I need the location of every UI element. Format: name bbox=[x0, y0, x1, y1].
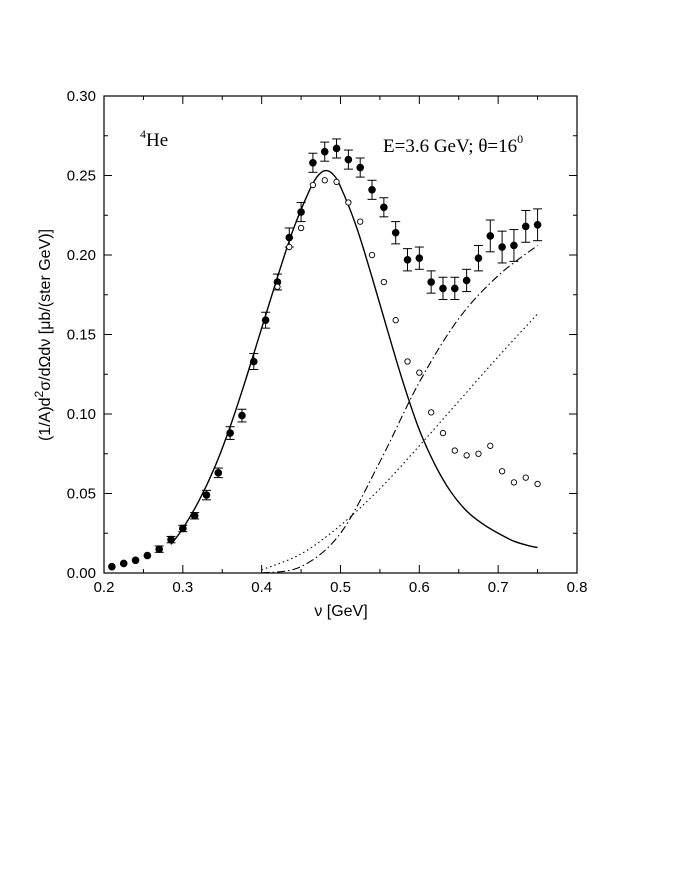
plot-border bbox=[103, 95, 578, 574]
x-tick-label: 0.6 bbox=[409, 579, 430, 596]
data-point bbox=[108, 562, 116, 571]
data-point bbox=[131, 556, 140, 565]
data-point bbox=[486, 232, 495, 240]
quasielastic-calculation-curve bbox=[170, 169, 538, 549]
data-point bbox=[415, 254, 424, 262]
data-point bbox=[167, 535, 175, 544]
open-data-point bbox=[510, 479, 518, 486]
data-point bbox=[344, 155, 353, 164]
open-data-point bbox=[404, 358, 411, 365]
data-point bbox=[214, 469, 223, 477]
data-point bbox=[320, 147, 329, 156]
data-point bbox=[297, 208, 305, 216]
y-tick-label: 0.15 bbox=[67, 327, 96, 344]
data-point bbox=[285, 233, 294, 242]
inelastic-calculation-2-curve bbox=[261, 245, 538, 574]
open-data-point bbox=[534, 480, 541, 488]
open-data-point bbox=[416, 369, 423, 376]
data-point bbox=[439, 284, 447, 293]
data-point bbox=[309, 158, 317, 167]
y-axis: 0.00 0.05 0.10 0.15 0.20 0.25 0.30 bbox=[67, 88, 577, 582]
data-point bbox=[403, 255, 412, 264]
data-point bbox=[332, 144, 341, 153]
y-tick-label: 0.25 bbox=[67, 168, 96, 185]
open-data-point bbox=[357, 218, 364, 225]
open-data-point bbox=[392, 317, 399, 324]
data-point bbox=[521, 222, 530, 231]
y-tick-label: 0.20 bbox=[67, 247, 96, 264]
x-axis-title: ν [GeV] bbox=[314, 603, 367, 620]
inelastic-calculation-curve bbox=[261, 313, 538, 571]
x-tick-label: 0.4 bbox=[251, 579, 272, 596]
data-point bbox=[451, 284, 459, 293]
data-point bbox=[533, 220, 542, 229]
plot-frame bbox=[103, 95, 578, 574]
y-tick-label: 0.10 bbox=[67, 406, 96, 423]
open-data-point bbox=[498, 468, 506, 475]
data-point bbox=[179, 524, 187, 533]
data-point bbox=[368, 186, 376, 194]
open-data-point bbox=[439, 429, 447, 437]
kinematics-label: E=3.6 GeV; θ=160 bbox=[383, 132, 523, 157]
data-point bbox=[510, 241, 518, 250]
data-point bbox=[190, 511, 199, 520]
x-tick-label: 0.8 bbox=[567, 579, 588, 596]
open-data-point bbox=[451, 447, 458, 454]
data-point bbox=[261, 316, 270, 324]
open-data-point bbox=[463, 452, 470, 459]
data-point bbox=[202, 491, 211, 499]
data-point bbox=[498, 243, 506, 251]
y-tick-label: 0.30 bbox=[67, 88, 96, 105]
data-point bbox=[226, 429, 234, 437]
open-data-point bbox=[333, 178, 340, 186]
data-point bbox=[119, 559, 128, 568]
data-point bbox=[356, 163, 365, 172]
model-curves bbox=[170, 169, 538, 574]
y-tick-label: 0.05 bbox=[67, 486, 96, 503]
data-point bbox=[474, 254, 483, 262]
x-tick-label: 0.7 bbox=[488, 579, 509, 596]
x-tick-label: 0.3 bbox=[172, 579, 193, 596]
data-point bbox=[391, 228, 400, 237]
open-data-point bbox=[380, 278, 388, 286]
data-point bbox=[143, 551, 152, 560]
data-point bbox=[238, 411, 246, 420]
open-data-point bbox=[274, 283, 281, 290]
open-data-point bbox=[368, 251, 376, 259]
open-data-point bbox=[428, 409, 435, 416]
data-point bbox=[155, 545, 163, 553]
open-data-point bbox=[487, 442, 494, 449]
data-points bbox=[108, 138, 543, 571]
open-data-point bbox=[321, 177, 328, 184]
open-data-point bbox=[475, 450, 482, 457]
data-point bbox=[380, 203, 388, 212]
data-point bbox=[427, 278, 435, 286]
open-data-point bbox=[297, 224, 305, 232]
data-point bbox=[249, 357, 258, 366]
open-data-point bbox=[522, 474, 529, 481]
x-axis: 0.2 0.3 0.4 0.5 0.6 0.7 0.8 bbox=[94, 96, 588, 596]
data-point bbox=[462, 276, 471, 285]
x-tick-label: 0.5 bbox=[330, 579, 351, 596]
nucleus-label: 4He bbox=[140, 127, 168, 151]
open-data-point bbox=[309, 181, 317, 189]
x-tick-label: 0.2 bbox=[94, 579, 115, 596]
y-tick-label: 0.00 bbox=[67, 565, 96, 582]
open-data-point bbox=[345, 199, 352, 206]
y-axis-title: (1/A)d2σ/dΩdν [μb/(ster GeV)] bbox=[32, 229, 54, 441]
open-data-point bbox=[286, 243, 293, 251]
